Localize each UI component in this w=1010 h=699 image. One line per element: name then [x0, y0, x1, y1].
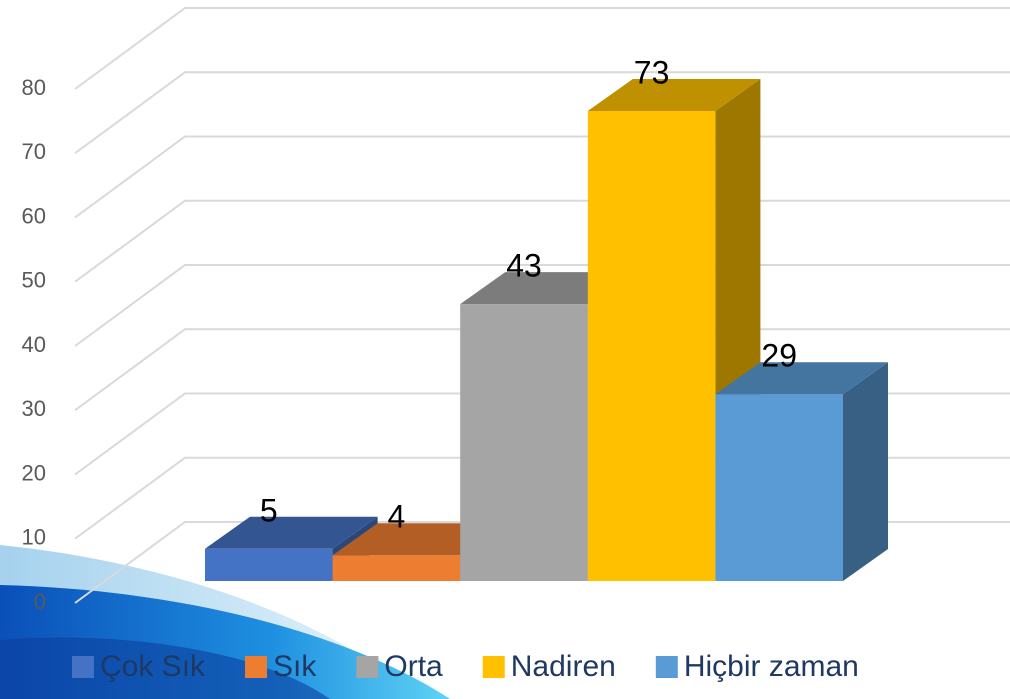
y-tick-label: 20 [22, 460, 46, 485]
grid-line [74, 71, 1010, 155]
data-label: 73 [634, 54, 670, 90]
grid-line [74, 7, 1010, 90]
y-tick-label: 40 [22, 332, 46, 357]
legend-swatch [356, 656, 379, 678]
grid-line [74, 199, 1010, 283]
decoration [0, 545, 450, 699]
y-tick-label: 30 [22, 396, 46, 421]
data-label: 43 [506, 248, 542, 284]
legend-label: Hiçbir zaman [684, 650, 859, 683]
legend-swatch [482, 656, 505, 678]
y-tick-label: 60 [22, 203, 46, 228]
legend-swatch [72, 656, 94, 678]
y-tick-label: 80 [22, 75, 46, 100]
legend-label: Sık [273, 650, 317, 683]
grid-line [74, 135, 1010, 219]
y-tick-label: 0 [34, 589, 46, 614]
y-tick-label: 70 [22, 139, 46, 164]
data-label: 4 [388, 499, 406, 535]
data-label: 29 [761, 338, 797, 374]
y-tick-label: 50 [22, 268, 46, 293]
bar-top [205, 516, 378, 549]
y-tick-label: 10 [22, 525, 46, 550]
bar [460, 304, 588, 581]
legend-label: Nadiren [511, 650, 616, 683]
legend-swatch [655, 656, 678, 678]
bar-top [715, 362, 888, 395]
legend-label: Orta [384, 650, 443, 683]
bar [332, 555, 461, 581]
bar [587, 111, 716, 581]
bar [205, 548, 333, 581]
legend-label: Çok Sık [100, 650, 206, 683]
legend-swatch [245, 656, 268, 678]
bar [715, 394, 843, 581]
bar-side [843, 362, 888, 581]
data-label: 5 [260, 492, 278, 528]
bar-top [587, 79, 761, 111]
